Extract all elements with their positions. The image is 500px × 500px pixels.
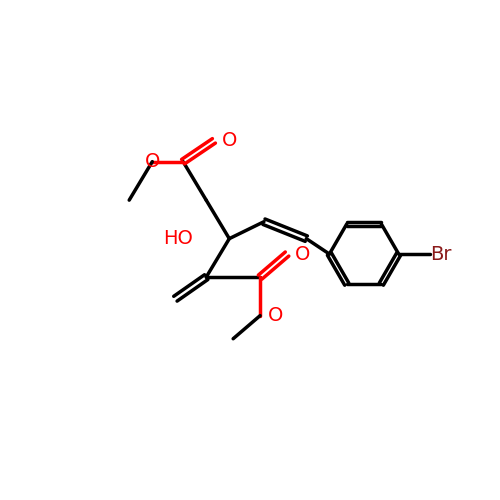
Text: HO: HO [163, 229, 193, 248]
Text: Br: Br [430, 244, 452, 264]
Text: O: O [268, 306, 283, 325]
Text: O: O [222, 132, 237, 150]
Text: O: O [295, 244, 310, 264]
Text: O: O [144, 152, 160, 171]
